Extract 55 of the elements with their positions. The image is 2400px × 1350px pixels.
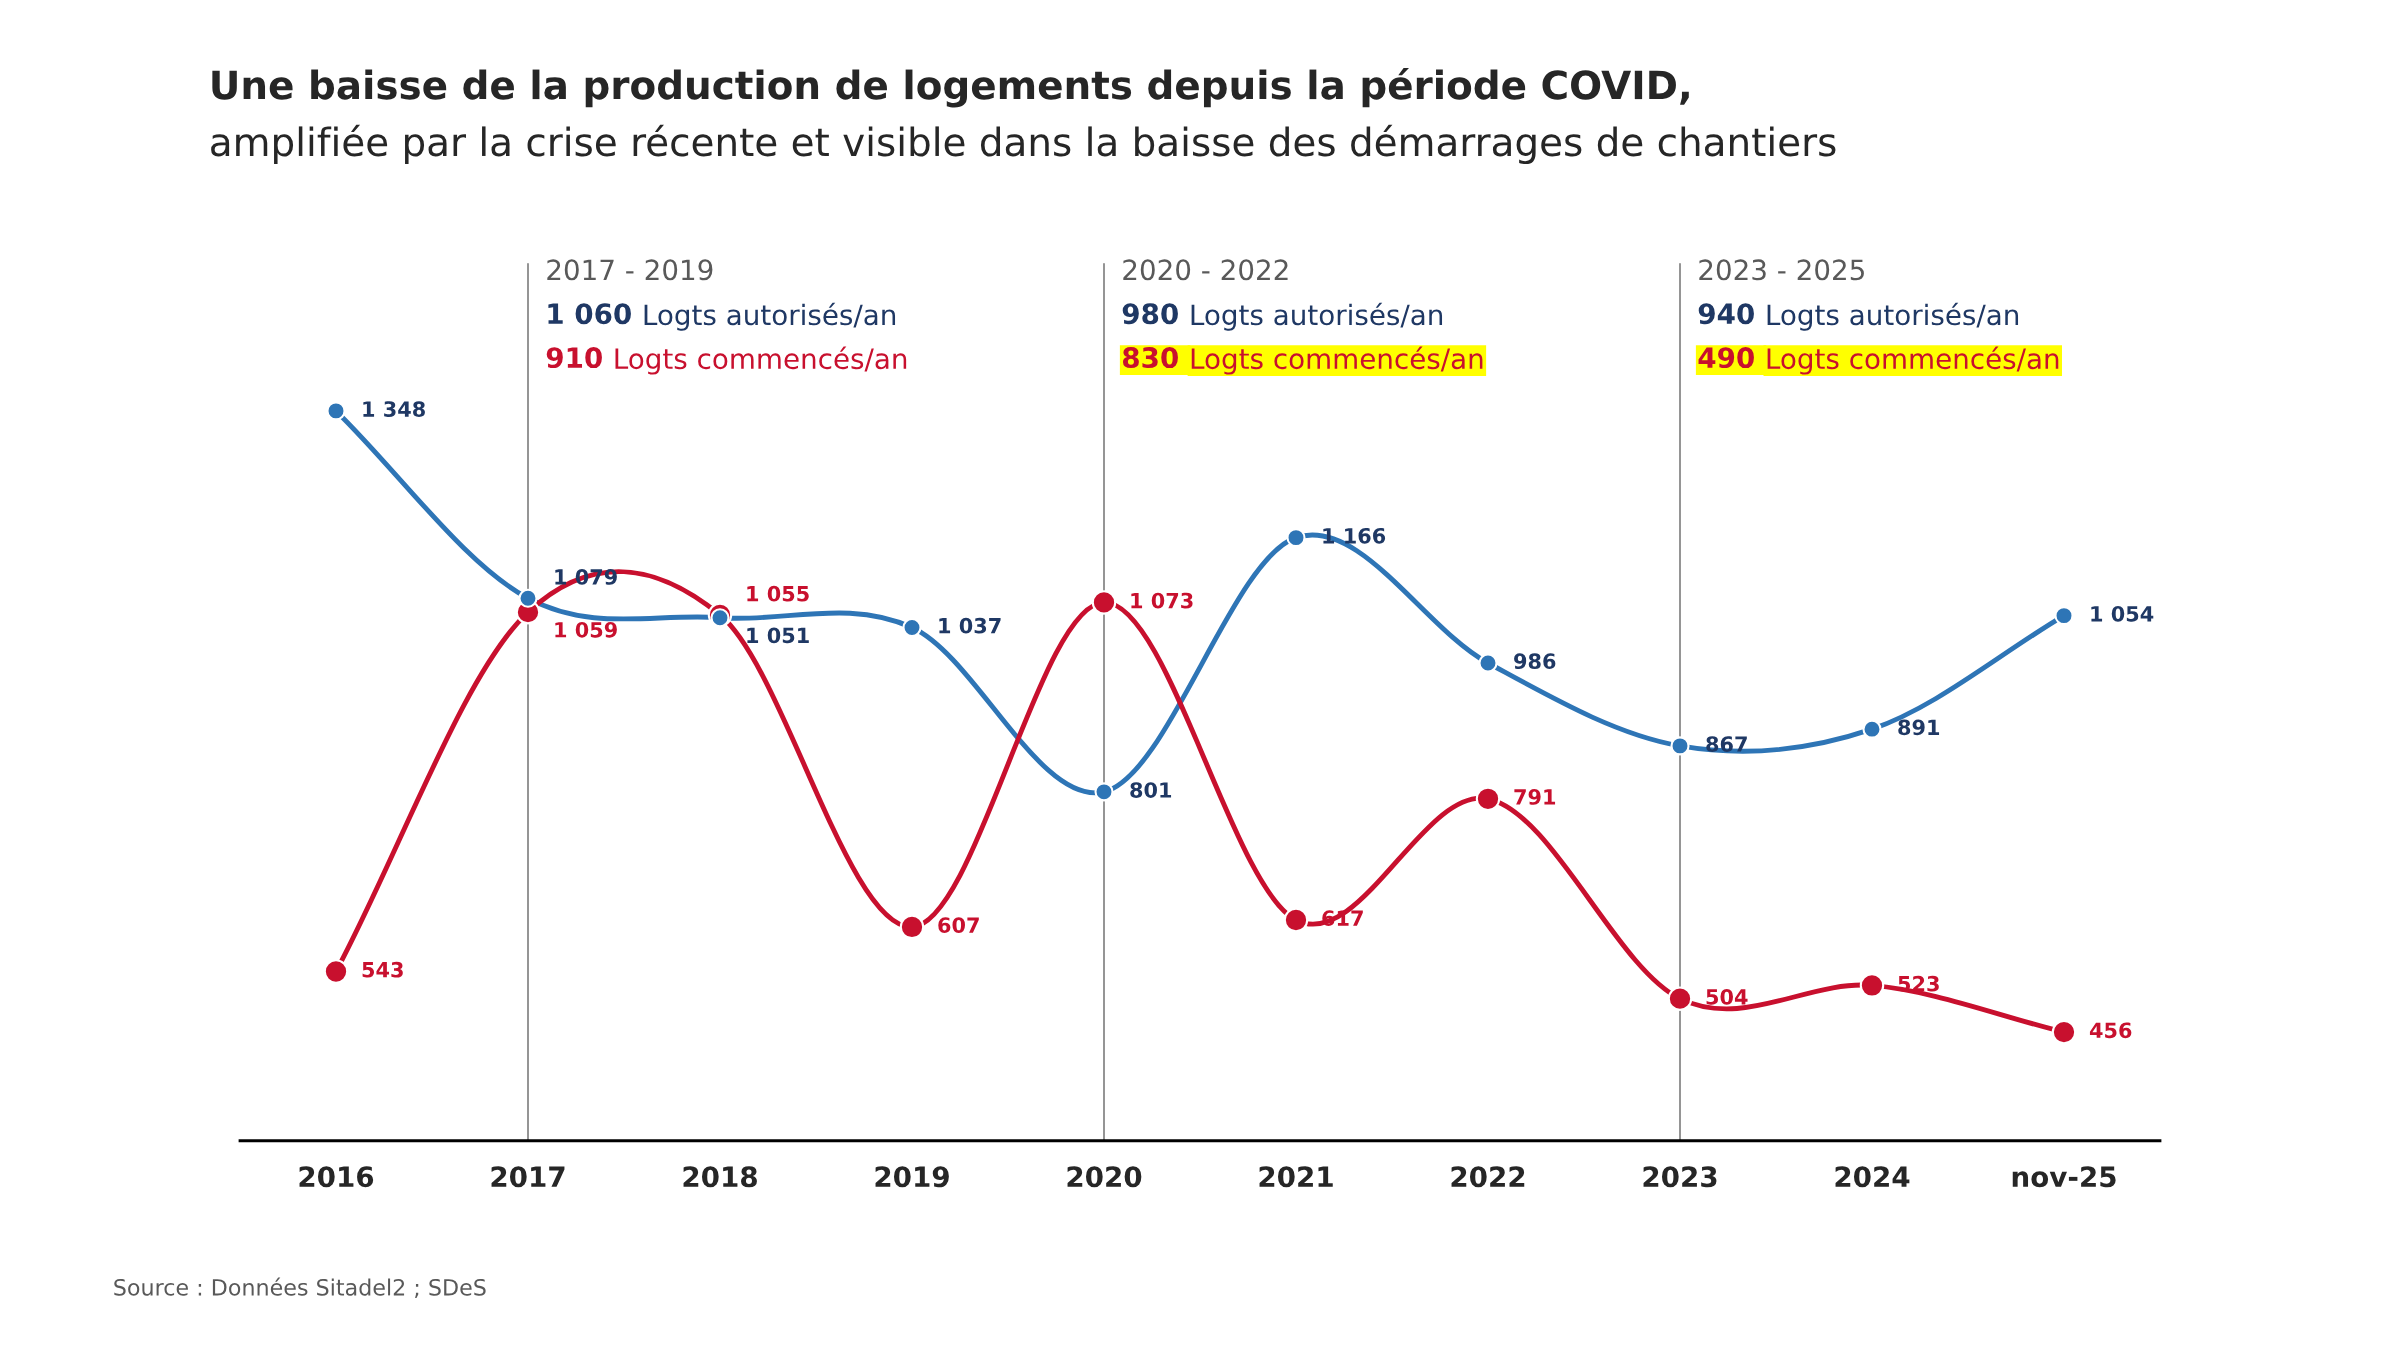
point	[1859, 973, 1885, 998]
data-label: 504	[1706, 988, 1748, 1005]
point	[1862, 719, 1882, 739]
chart-subtitle: amplifiée par la crise récente et visible dans la baisse des démarrages de chantiers	[211, 124, 1836, 165]
data-label: 1 037	[939, 617, 1001, 634]
data-label: 1 059	[555, 621, 617, 638]
x-tick-label: 2022	[1451, 1166, 1525, 1188]
data-label: 891	[1898, 719, 1940, 736]
data-label: 1 055	[747, 585, 809, 602]
annotation: 910 Logts commencés/an	[546, 346, 907, 375]
data-label: 1 051	[747, 627, 809, 644]
point	[326, 401, 346, 421]
data-label: 543	[362, 961, 403, 978]
source-note: Source : Données Sitadel2 ; SDeS	[114, 1277, 486, 1298]
annotation: 830 Logts commencés/an	[1122, 346, 1483, 375]
x-tick-label: 2017	[491, 1166, 565, 1188]
annotation: 1 060 Logts autorisés/an	[548, 302, 896, 331]
point	[899, 914, 925, 940]
point	[902, 617, 922, 638]
data-label: 791	[1514, 789, 1556, 805]
chart-title: Une baisse de la production de logements depuis la période COVID,	[212, 68, 1689, 108]
x-tick-label: 2021	[1259, 1166, 1333, 1188]
point	[518, 588, 538, 608]
x-tick-label: 2016	[299, 1166, 374, 1188]
data-label: 1 054	[2091, 605, 2154, 622]
annotation: 980 Logts autorisés/an	[1122, 302, 1443, 331]
data-label: 867	[1706, 736, 1747, 752]
x-tick-label: 2019	[875, 1166, 949, 1188]
point	[1670, 736, 1690, 756]
point	[1283, 907, 1309, 933]
x-tick-label: 2020	[1067, 1166, 1142, 1188]
data-label: 1 073	[1131, 592, 1193, 609]
x-tick-label: nov-25	[2012, 1166, 2116, 1188]
data-label: 1 348	[363, 401, 425, 417]
point	[2054, 606, 2074, 626]
data-label: 986	[1514, 653, 1556, 670]
annotation: 2023 - 2025	[1699, 259, 1864, 281]
point	[1286, 528, 1306, 548]
point	[1475, 786, 1501, 812]
x-tick-label: 2023	[1643, 1166, 1717, 1188]
point	[2051, 1019, 2077, 1045]
annotation: 2020 - 2022	[1123, 259, 1288, 281]
point	[323, 959, 349, 984]
annotation: 2017 - 2019	[547, 259, 713, 281]
data-label: 456	[2089, 1022, 2132, 1039]
point	[1478, 653, 1498, 673]
x-tick-label: 2018	[683, 1166, 757, 1188]
point	[1667, 986, 1693, 1011]
x-tick-label: 2024	[1835, 1166, 1910, 1188]
data-label: 607	[938, 917, 979, 933]
data-label: 801	[1130, 782, 1172, 798]
point	[1091, 590, 1117, 615]
point	[1094, 782, 1114, 802]
annotation: 940 Logts autorisés/an	[1698, 302, 2019, 331]
annotation: 490 Logts commencés/an	[1698, 346, 2059, 375]
